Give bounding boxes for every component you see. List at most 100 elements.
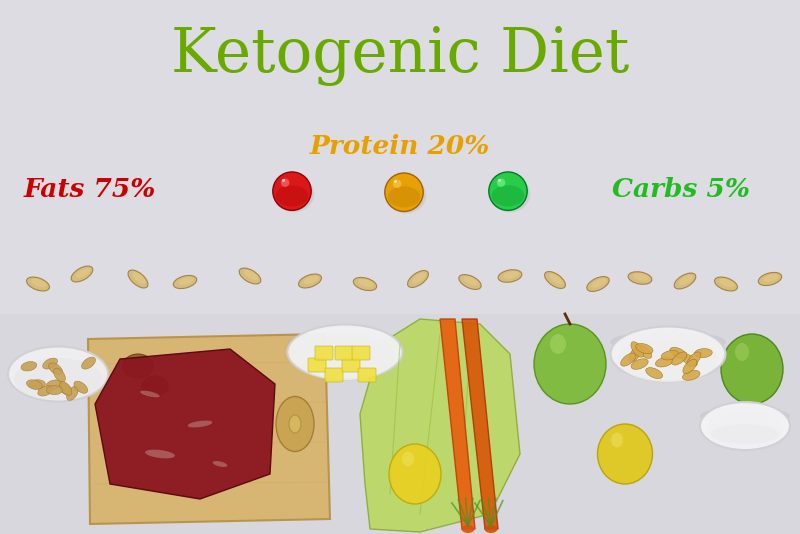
- FancyBboxPatch shape: [342, 358, 360, 372]
- Ellipse shape: [123, 354, 153, 378]
- Ellipse shape: [354, 278, 377, 290]
- FancyBboxPatch shape: [358, 368, 376, 382]
- Ellipse shape: [303, 276, 318, 284]
- Ellipse shape: [498, 270, 522, 282]
- Ellipse shape: [42, 358, 58, 369]
- Ellipse shape: [464, 277, 478, 286]
- Ellipse shape: [631, 359, 648, 370]
- Ellipse shape: [682, 371, 700, 380]
- Ellipse shape: [60, 382, 72, 396]
- Ellipse shape: [66, 386, 78, 400]
- Ellipse shape: [489, 172, 527, 210]
- Ellipse shape: [674, 273, 696, 289]
- Ellipse shape: [127, 362, 149, 376]
- Ellipse shape: [8, 347, 108, 402]
- Ellipse shape: [707, 412, 783, 448]
- Ellipse shape: [694, 349, 712, 358]
- Ellipse shape: [598, 424, 653, 484]
- Ellipse shape: [497, 178, 506, 187]
- Ellipse shape: [610, 326, 726, 381]
- Ellipse shape: [82, 357, 95, 369]
- Ellipse shape: [636, 343, 653, 354]
- Ellipse shape: [758, 272, 782, 286]
- Polygon shape: [440, 319, 475, 529]
- Ellipse shape: [146, 448, 174, 460]
- Ellipse shape: [394, 180, 397, 183]
- Ellipse shape: [402, 452, 414, 467]
- Ellipse shape: [388, 186, 420, 207]
- Ellipse shape: [682, 354, 698, 366]
- FancyBboxPatch shape: [308, 358, 326, 372]
- Ellipse shape: [714, 277, 738, 291]
- Ellipse shape: [655, 357, 673, 367]
- Ellipse shape: [146, 383, 164, 395]
- Ellipse shape: [534, 324, 606, 404]
- Ellipse shape: [71, 266, 93, 282]
- Ellipse shape: [289, 415, 301, 433]
- Ellipse shape: [128, 270, 148, 288]
- Ellipse shape: [719, 279, 734, 287]
- Ellipse shape: [287, 325, 402, 380]
- Polygon shape: [462, 319, 498, 529]
- Ellipse shape: [670, 347, 686, 358]
- Ellipse shape: [646, 367, 662, 379]
- Ellipse shape: [711, 424, 779, 444]
- Text: Protein 20%: Protein 20%: [310, 135, 490, 159]
- Ellipse shape: [276, 185, 308, 206]
- Ellipse shape: [700, 407, 790, 425]
- Ellipse shape: [140, 391, 160, 397]
- Ellipse shape: [8, 355, 108, 383]
- Ellipse shape: [26, 277, 50, 291]
- Text: Ketogenic Diet: Ketogenic Diet: [171, 26, 629, 86]
- Ellipse shape: [31, 279, 46, 287]
- Ellipse shape: [389, 444, 441, 504]
- Ellipse shape: [358, 279, 374, 287]
- Ellipse shape: [188, 420, 212, 428]
- Polygon shape: [360, 319, 520, 532]
- Ellipse shape: [14, 358, 102, 400]
- FancyBboxPatch shape: [325, 368, 343, 382]
- Ellipse shape: [46, 380, 62, 389]
- FancyBboxPatch shape: [352, 346, 370, 360]
- Ellipse shape: [459, 274, 481, 289]
- Ellipse shape: [621, 353, 636, 366]
- Ellipse shape: [492, 185, 524, 206]
- Ellipse shape: [721, 334, 783, 404]
- Ellipse shape: [763, 274, 778, 282]
- Text: Fats 75%: Fats 75%: [24, 177, 156, 202]
- Ellipse shape: [46, 386, 62, 395]
- Ellipse shape: [549, 273, 563, 285]
- Ellipse shape: [26, 380, 42, 389]
- Ellipse shape: [611, 433, 623, 447]
- Ellipse shape: [679, 275, 693, 285]
- Ellipse shape: [281, 178, 290, 187]
- Ellipse shape: [587, 277, 609, 292]
- Ellipse shape: [282, 179, 285, 182]
- Bar: [0, 314, 800, 534]
- Ellipse shape: [58, 383, 72, 395]
- Ellipse shape: [637, 345, 652, 358]
- Ellipse shape: [485, 525, 498, 533]
- Ellipse shape: [407, 271, 429, 287]
- Ellipse shape: [386, 177, 426, 214]
- Ellipse shape: [21, 362, 37, 371]
- Ellipse shape: [74, 381, 88, 393]
- Ellipse shape: [683, 359, 697, 374]
- Ellipse shape: [76, 268, 90, 278]
- Ellipse shape: [735, 343, 749, 361]
- Ellipse shape: [38, 386, 53, 396]
- Ellipse shape: [628, 272, 652, 284]
- Ellipse shape: [490, 176, 530, 213]
- Ellipse shape: [462, 525, 474, 533]
- Ellipse shape: [178, 277, 194, 285]
- Ellipse shape: [295, 336, 395, 380]
- Ellipse shape: [610, 331, 726, 353]
- Ellipse shape: [298, 274, 322, 288]
- Ellipse shape: [213, 461, 227, 467]
- Ellipse shape: [385, 173, 423, 211]
- Ellipse shape: [618, 338, 718, 382]
- Ellipse shape: [550, 334, 566, 354]
- Ellipse shape: [633, 273, 649, 281]
- Ellipse shape: [631, 342, 644, 357]
- Ellipse shape: [30, 380, 46, 389]
